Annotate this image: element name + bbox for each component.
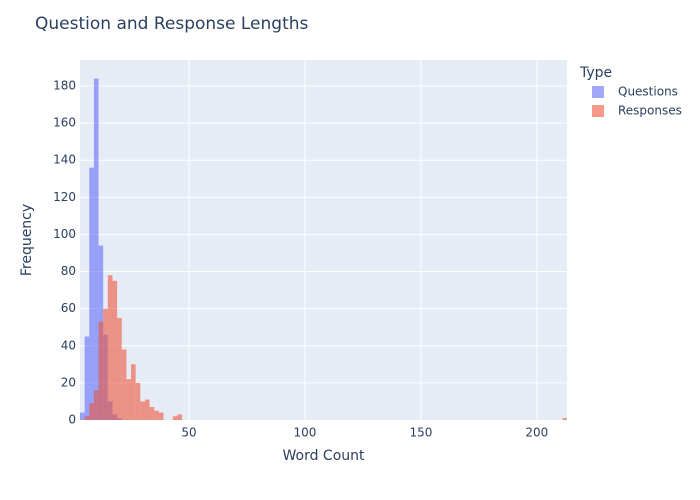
bar [98,321,104,420]
x-axis-title: Word Count [282,448,365,464]
y-tick-label: 180 [53,78,76,92]
y-tick-label: 20 [61,375,76,389]
y-axis-title: Frequency [19,204,35,276]
plot-area [80,60,567,420]
bar [93,78,99,420]
bar [107,275,113,420]
bar [126,379,132,420]
bar [154,410,159,420]
bar [140,401,145,420]
y-tick-label: 0 [68,413,76,427]
legend-swatch [592,105,604,117]
x-tick-label: 100 [293,426,316,440]
y-tick-label: 40 [61,338,76,352]
bar [112,280,118,420]
bars [80,78,567,420]
bar [117,317,122,420]
bar [172,416,178,420]
bar [93,390,99,420]
grid [80,60,567,420]
legend-label: Responses [618,104,682,118]
bar [158,412,164,420]
x-tick-label: 50 [181,426,196,440]
bar [89,403,94,420]
legend-label: Questions [618,85,678,99]
y-tick-label: 80 [61,264,76,278]
bar [177,414,183,420]
bar [84,336,90,420]
y-tick-label: 60 [61,301,76,315]
bar [135,382,141,420]
y-tick-label: 140 [53,153,76,167]
legend-swatch [592,86,604,98]
y-tick-label: 120 [53,190,76,204]
bar [149,407,155,420]
bar [562,418,567,420]
bar [103,308,108,420]
x-tick-label: 200 [525,426,548,440]
y-tick-label: 160 [53,116,76,130]
bar [84,416,90,420]
bar [144,399,150,420]
bar [89,167,94,420]
bar [80,412,85,420]
bar [121,349,127,420]
y-tick-label: 100 [53,227,76,241]
x-tick-label: 150 [409,426,432,440]
bar [131,364,136,420]
legend-title: Type [579,65,612,81]
chart-title: Question and Response Lengths [35,14,309,34]
